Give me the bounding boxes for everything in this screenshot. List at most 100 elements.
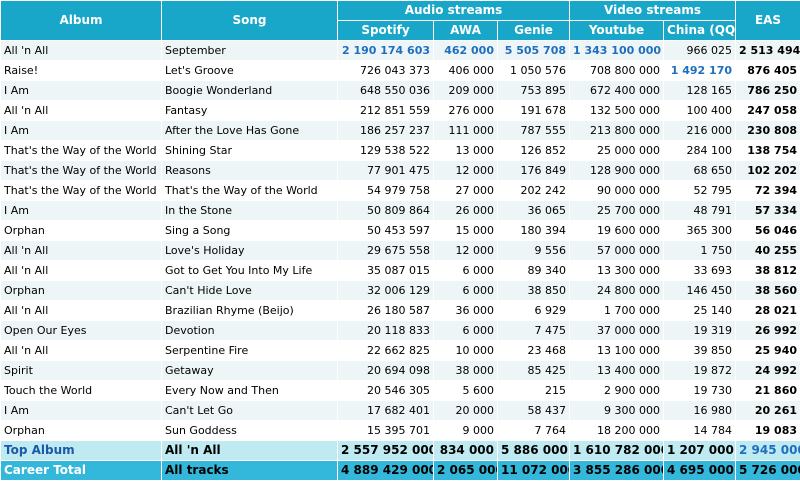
table-row: Orphan Can't Hide Love 32 006 129 6 000 38 8… bbox=[0, 280, 800, 301]
table-row: I Am Can't Let Go 17 682 401 20 000 58 437 9 … bbox=[0, 400, 800, 421]
cell-awa: 38 000 bbox=[433, 360, 498, 381]
career-total-awa: 2 065 000 bbox=[433, 460, 498, 481]
cell-spotify: 77 901 475 bbox=[337, 160, 434, 181]
cell-youtube: 24 800 000 bbox=[569, 280, 665, 301]
cell-youtube: 25 000 000 bbox=[569, 140, 665, 161]
cell-album: All 'n All bbox=[0, 340, 162, 361]
cell-awa: 6 000 bbox=[433, 260, 498, 281]
cell-youtube: 213 800 000 bbox=[569, 120, 665, 141]
cell-genie: 215 bbox=[496, 380, 571, 401]
cell-song: Sing a Song bbox=[161, 220, 338, 241]
table-row: I Am Boogie Wonderland 648 550 036 209 000 7… bbox=[0, 80, 800, 101]
cell-awa: 276 000 bbox=[433, 100, 498, 121]
cell-china: 48 791 bbox=[663, 200, 737, 221]
top-album-awa: 834 000 bbox=[433, 440, 498, 461]
cell-spotify: 15 395 701 bbox=[337, 420, 434, 441]
cell-china: 284 100 bbox=[663, 140, 737, 161]
header-song: Song bbox=[161, 0, 338, 41]
header-awa: AWA bbox=[433, 20, 498, 41]
career-total-youtube: 3 855 286 000 bbox=[569, 460, 665, 481]
cell-china: 216 000 bbox=[663, 120, 737, 141]
cell-eas: 786 250 bbox=[735, 80, 800, 101]
cell-genie: 23 468 bbox=[496, 340, 571, 361]
cell-awa: 12 000 bbox=[433, 160, 498, 181]
cell-china: 25 140 bbox=[663, 300, 737, 321]
header-row-1: Album Song Audio streams Video streams E… bbox=[0, 0, 800, 41]
cell-spotify: 54 979 758 bbox=[337, 180, 434, 201]
cell-spotify: 212 851 559 bbox=[337, 100, 434, 121]
header-youtube: Youtube bbox=[569, 20, 665, 41]
cell-genie: 180 394 bbox=[496, 220, 571, 241]
top-album-china: 1 207 000 bbox=[663, 440, 737, 461]
cell-genie: 9 556 bbox=[496, 240, 571, 261]
cell-spotify: 129 538 522 bbox=[337, 140, 434, 161]
cell-spotify: 35 087 015 bbox=[337, 260, 434, 281]
cell-youtube: 672 400 000 bbox=[569, 80, 665, 101]
header-china-qq: China (QQ) bbox=[663, 20, 737, 41]
cell-spotify: 17 682 401 bbox=[337, 400, 434, 421]
header-row-2: Spotify AWA Genie Youtube China (QQ) bbox=[1, 20, 800, 41]
cell-genie: 89 340 bbox=[496, 260, 571, 281]
table-row: Spirit Getaway 20 694 098 38 000 85 425 13 40… bbox=[0, 360, 800, 381]
cell-eas: 876 405 bbox=[735, 60, 800, 81]
top-album-label: Top Album bbox=[0, 440, 162, 461]
career-total-row: Career Total All tracks 4 889 429 000 2 … bbox=[0, 460, 800, 481]
cell-album: I Am bbox=[0, 400, 162, 421]
cell-youtube: 708 800 000 bbox=[569, 60, 665, 81]
cell-album: Orphan bbox=[0, 420, 162, 441]
cell-awa: 13 000 bbox=[433, 140, 498, 161]
career-total-china: 4 695 000 bbox=[663, 460, 737, 481]
cell-eas: 20 261 bbox=[735, 400, 800, 421]
cell-spotify: 20 118 833 bbox=[337, 320, 434, 341]
career-total-eas: 5 726 000 bbox=[735, 460, 800, 481]
cell-eas: 21 860 bbox=[735, 380, 800, 401]
cell-china: 39 850 bbox=[663, 340, 737, 361]
table-row: I Am After the Love Has Gone 186 257 237 11… bbox=[0, 120, 800, 141]
cell-genie: 126 852 bbox=[496, 140, 571, 161]
cell-eas: 38 812 bbox=[735, 260, 800, 281]
cell-eas: 2 513 494 bbox=[735, 40, 800, 61]
cell-genie: 7 475 bbox=[496, 320, 571, 341]
cell-genie: 36 065 bbox=[496, 200, 571, 221]
table-row: All 'n All Got to Get You Into My Life 35 … bbox=[0, 260, 800, 281]
cell-china: 52 795 bbox=[663, 180, 737, 201]
cell-song: Getaway bbox=[161, 360, 338, 381]
cell-china: 33 693 bbox=[663, 260, 737, 281]
career-total-label: Career Total bbox=[0, 460, 162, 481]
cell-awa: 10 000 bbox=[433, 340, 498, 361]
cell-album: Spirit bbox=[0, 360, 162, 381]
table-row: Touch the World Every Now and Then 20 546 … bbox=[0, 380, 800, 401]
cell-youtube: 90 000 000 bbox=[569, 180, 665, 201]
cell-spotify: 26 180 587 bbox=[337, 300, 434, 321]
cell-genie: 85 425 bbox=[496, 360, 571, 381]
cell-album: All 'n All bbox=[0, 300, 162, 321]
cell-album: I Am bbox=[0, 120, 162, 141]
cell-genie: 1 050 576 bbox=[496, 60, 571, 81]
cell-genie: 6 929 bbox=[496, 300, 571, 321]
cell-genie: 202 242 bbox=[496, 180, 571, 201]
top-album-eas: 2 945 000 bbox=[735, 440, 800, 461]
top-album-genie: 5 886 000 bbox=[496, 440, 571, 461]
cell-spotify: 29 675 558 bbox=[337, 240, 434, 261]
cell-youtube: 13 400 000 bbox=[569, 360, 665, 381]
top-album-row: Top Album All 'n All 2 557 952 000 834 0… bbox=[0, 440, 800, 461]
cell-youtube: 132 500 000 bbox=[569, 100, 665, 121]
career-total-spotify: 4 889 429 000 bbox=[337, 460, 434, 481]
cell-eas: 102 202 bbox=[735, 160, 800, 181]
cell-awa: 5 600 bbox=[433, 380, 498, 401]
cell-spotify: 20 546 305 bbox=[337, 380, 434, 401]
cell-album: All 'n All bbox=[0, 240, 162, 261]
cell-genie: 7 764 bbox=[496, 420, 571, 441]
cell-china: 128 165 bbox=[663, 80, 737, 101]
table-body: All 'n All September 2 190 174 603 462 000 5… bbox=[0, 40, 800, 441]
cell-eas: 24 992 bbox=[735, 360, 800, 381]
cell-genie: 787 555 bbox=[496, 120, 571, 141]
cell-spotify: 2 190 174 603 bbox=[337, 40, 434, 61]
table-row: That's the Way of the World Reasons 77 901… bbox=[0, 160, 800, 181]
cell-awa: 26 000 bbox=[433, 200, 498, 221]
cell-album: That's the Way of the World bbox=[0, 140, 162, 161]
cell-china: 1 492 170 bbox=[663, 60, 737, 81]
cell-youtube: 128 900 000 bbox=[569, 160, 665, 181]
cell-spotify: 22 662 825 bbox=[337, 340, 434, 361]
cell-eas: 26 992 bbox=[735, 320, 800, 341]
